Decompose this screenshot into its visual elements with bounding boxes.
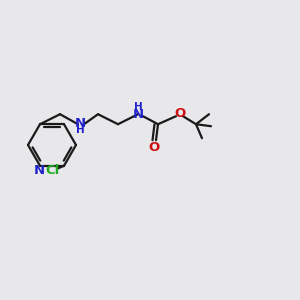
Text: N: N: [33, 164, 45, 177]
Text: H: H: [76, 125, 84, 135]
Text: O: O: [148, 141, 160, 154]
Text: N: N: [132, 108, 144, 121]
Text: Cl: Cl: [45, 164, 59, 177]
Text: H: H: [134, 102, 142, 112]
Text: O: O: [174, 107, 186, 120]
Text: N: N: [74, 117, 86, 130]
